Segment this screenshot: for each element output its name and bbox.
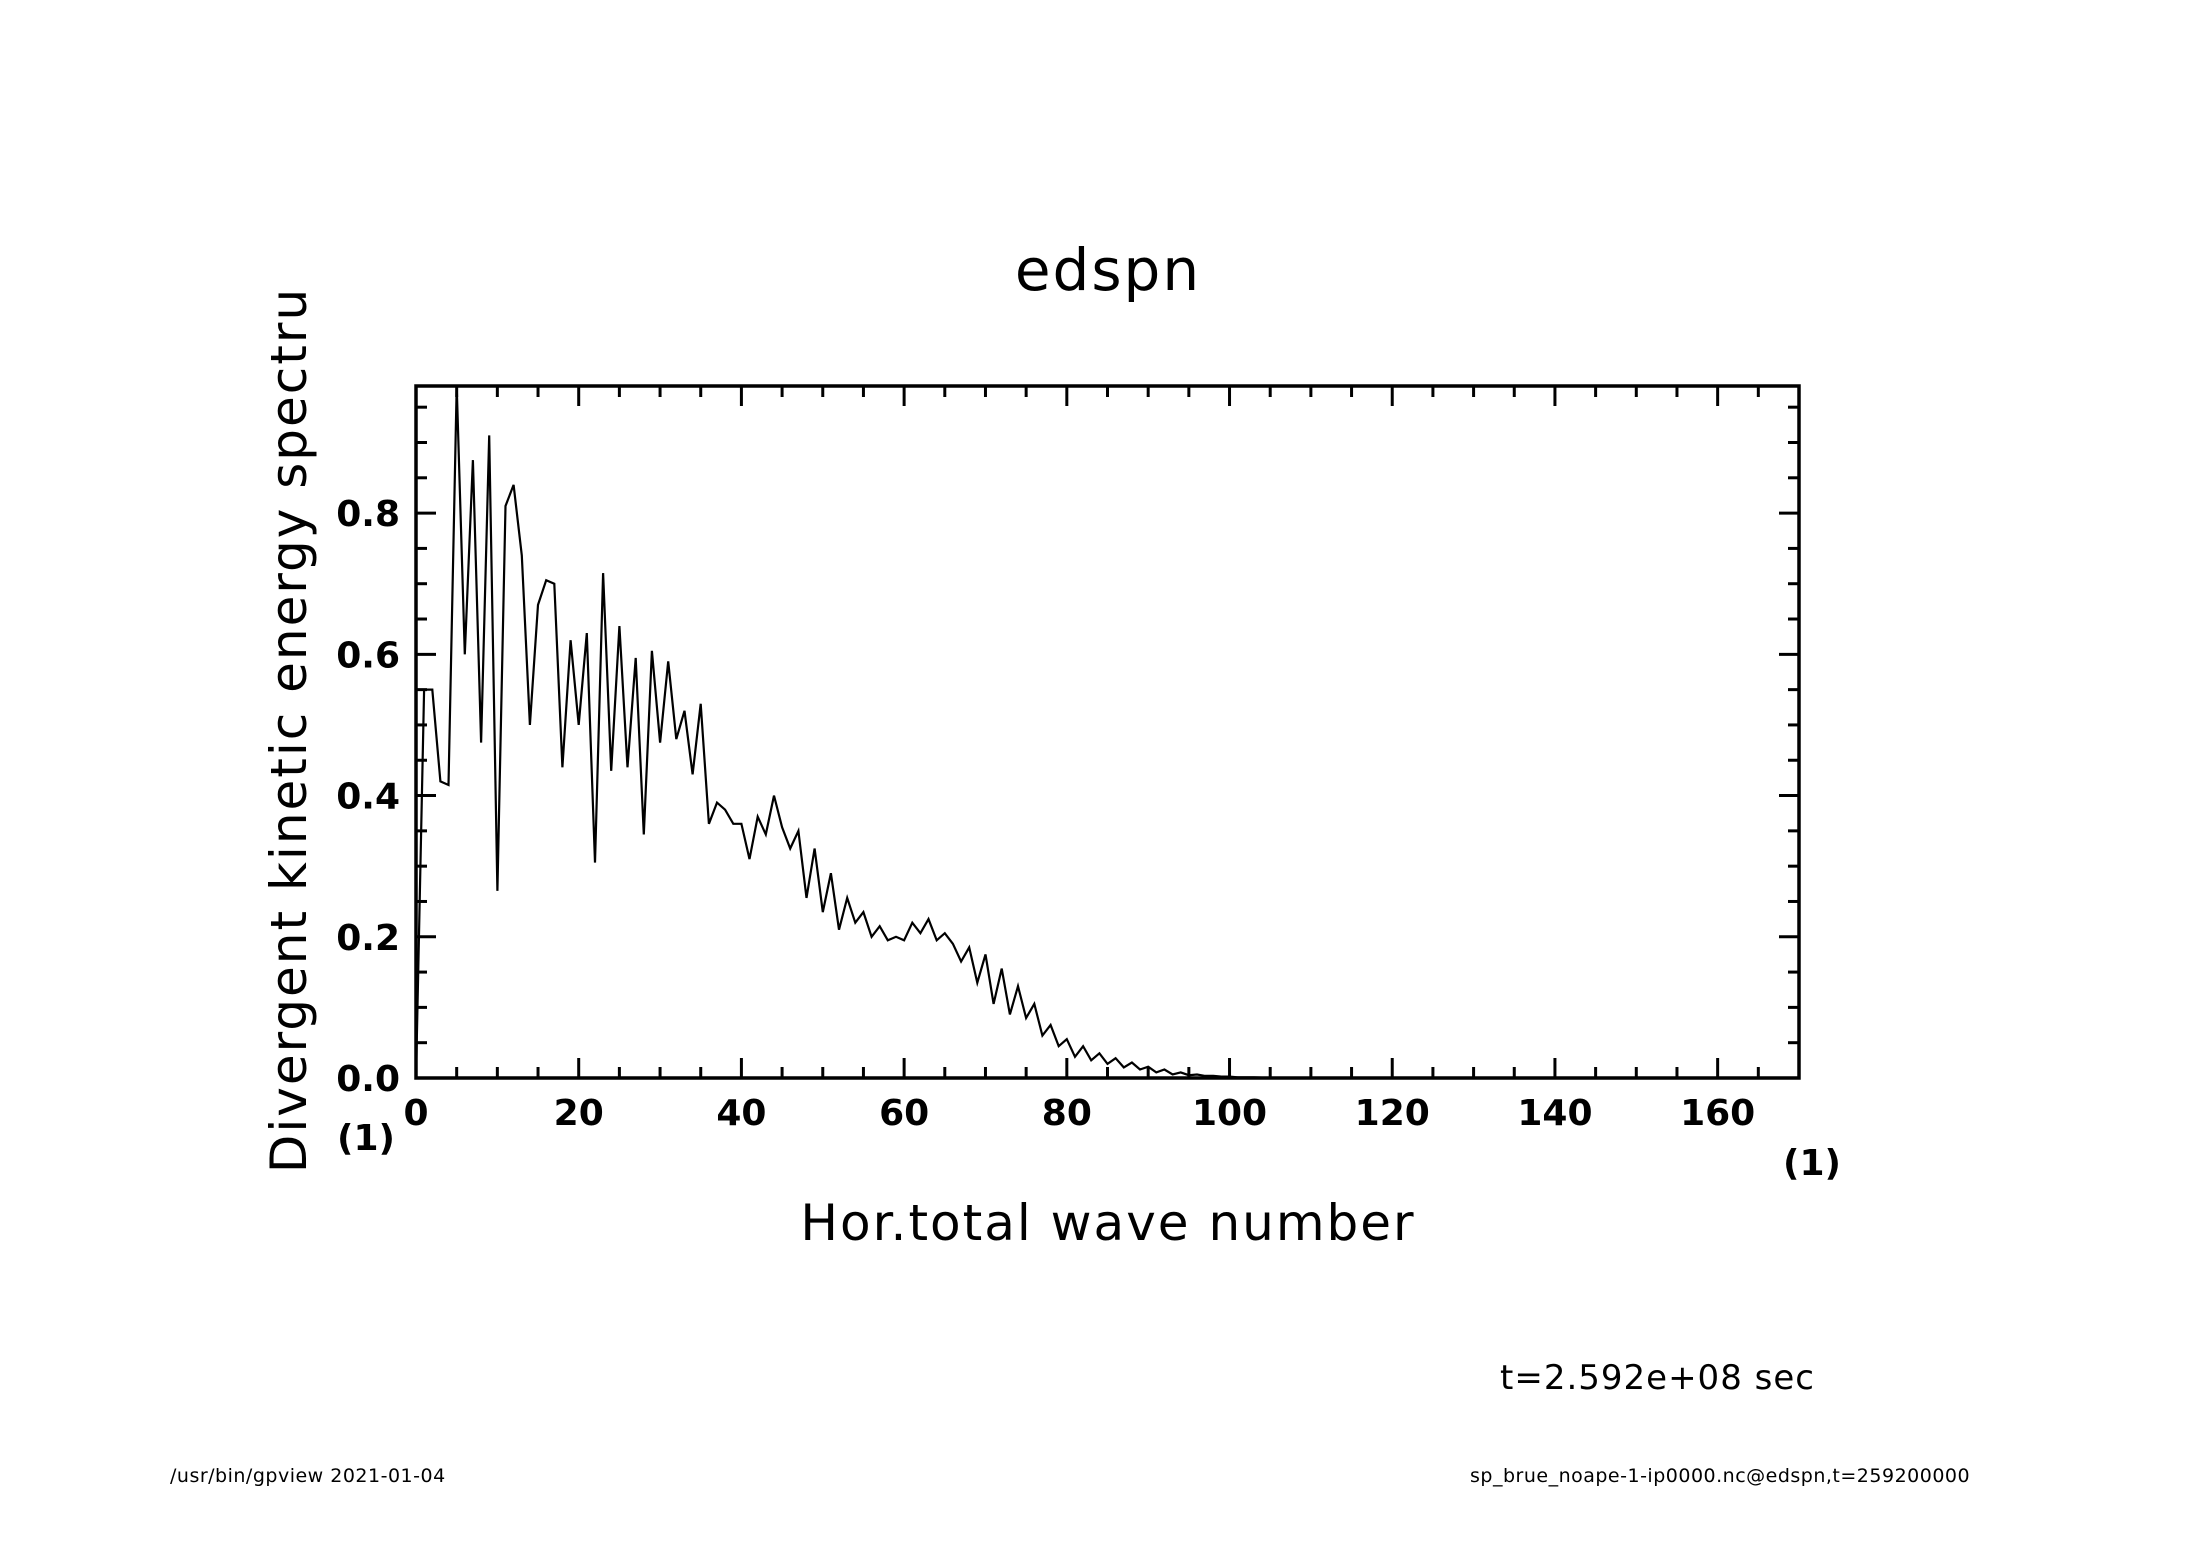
y-tick-label: 0.6 (336, 635, 400, 676)
y-tick-label: 0.0 (336, 1059, 400, 1100)
y-tick-label: 0.4 (336, 777, 400, 818)
plot-frame (414, 384, 1801, 1080)
x-tick-label: 60 (879, 1093, 929, 1134)
time-label: t=2.592e+08 sec (1500, 1358, 1815, 1398)
y-tick-label: 0.8 (336, 494, 400, 535)
series-line (414, 385, 1799, 1080)
y-unit-label: (1) (337, 1118, 395, 1159)
x-tick-label: 0 (403, 1093, 428, 1134)
x-tick-label: 100 (1192, 1093, 1267, 1134)
y-axis-label: Divergent kinetic energy spectru (260, 287, 318, 1173)
x-tick-label: 120 (1355, 1093, 1430, 1134)
footer-source: /usr/bin/gpview 2021-01-04 (170, 1465, 446, 1487)
x-tick-label: 20 (554, 1093, 604, 1134)
x-tick-label: 160 (1680, 1093, 1755, 1134)
x-axis-label: Hor.total wave number (800, 1194, 1415, 1252)
x-tick-label: 140 (1517, 1093, 1592, 1134)
x-tick-label: 40 (716, 1093, 766, 1134)
x-tick-label: 80 (1042, 1093, 1092, 1134)
plot-area: 0 20 40 60 80 100 120 140 160 0.0 0.2 0.4 0.6 0.8 (336, 384, 1801, 1134)
chart-title: edspn (1015, 236, 1201, 304)
x-unit-label: (1) (1783, 1143, 1841, 1184)
y-tick-label: 0.2 (336, 918, 400, 959)
footer-file: sp_brue_noape-1-ip0000.nc@edspn,t=259200… (1470, 1465, 1971, 1487)
